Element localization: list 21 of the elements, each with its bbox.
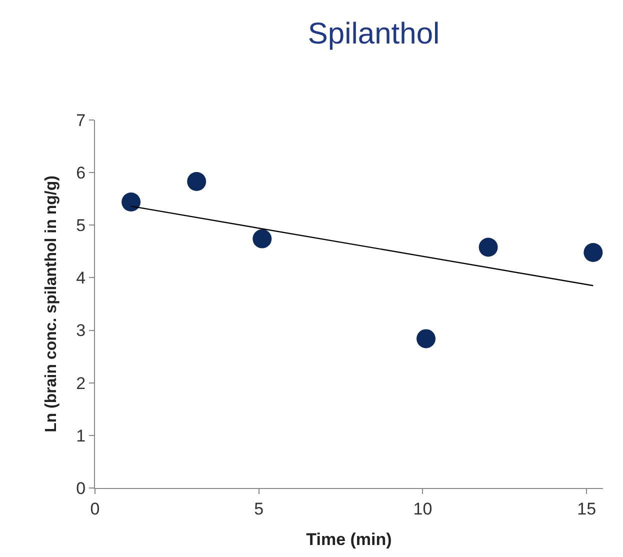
chart-title: Spilanthol (308, 17, 440, 50)
point (478, 238, 498, 257)
y-tick-label: 3 (76, 321, 86, 340)
y-tick-label: 1 (76, 426, 86, 446)
x-tick-label: 5 (254, 499, 264, 518)
x-tick-label: 0 (90, 499, 100, 518)
y-tick-label: 6 (76, 164, 86, 183)
y-tick-label: 5 (76, 216, 86, 236)
point (584, 242, 603, 262)
x-tick-label: 15 (577, 499, 596, 518)
x-tick-label: 10 (413, 499, 432, 518)
point (187, 172, 206, 191)
point (416, 329, 436, 348)
point (252, 229, 272, 248)
y-tick-label: 7 (76, 110, 86, 130)
y-axis-title: Ln (brain conc. spilanthol in ng/g) (43, 176, 60, 432)
point (122, 192, 141, 212)
y-tick-label: 2 (76, 374, 86, 393)
x-axis-title: Time (min) (306, 530, 392, 549)
y-tick-label: 0 (76, 478, 86, 498)
y-tick-label: 4 (76, 268, 86, 288)
